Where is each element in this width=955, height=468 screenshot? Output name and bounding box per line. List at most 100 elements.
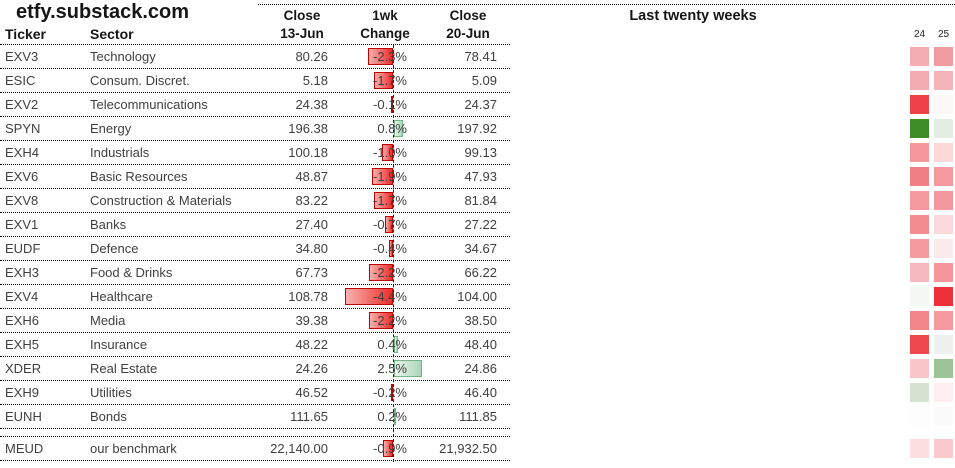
week24-heat-cell	[910, 239, 929, 258]
sector-cell: Utilities	[90, 385, 132, 400]
week25-heat-cell	[934, 119, 953, 138]
week24-heat-cell	[910, 383, 929, 402]
zero-axis-line	[393, 45, 394, 462]
ticker-cell: EUNH	[5, 409, 42, 424]
change-data-bar	[345, 288, 393, 305]
sector-cell: Banks	[90, 217, 127, 232]
week24-heat-cell	[910, 191, 929, 210]
change-data-bar	[394, 336, 398, 353]
change-cell: 0.2%	[377, 409, 407, 424]
close-13jun-cell: 39.38	[295, 313, 328, 328]
table-row: EUNH Bonds 111.65 0.2% 111.85	[0, 405, 955, 429]
row-divider	[0, 92, 510, 93]
table-row: EXV3 Technology 80.26 -2.3% 78.41	[0, 45, 955, 69]
week25-heat-cell	[934, 95, 953, 114]
close-13jun-cell: 34.80	[295, 241, 328, 256]
ticker-cell: XDER	[5, 361, 42, 376]
column-header-1wk-change: 1wk Change	[345, 7, 425, 43]
week25-heat-cell	[934, 287, 953, 306]
close-13jun-cell: 100.18	[288, 145, 328, 160]
close-20jun-cell: 47.93	[464, 169, 497, 184]
change-cell: -0.7%	[373, 217, 407, 232]
change-data-bar	[391, 96, 393, 113]
change-data-bar	[389, 240, 393, 257]
row-divider	[0, 380, 510, 381]
row-divider	[0, 356, 510, 357]
sector-cell: Healthcare	[90, 289, 153, 304]
table-body: EXV3 Technology 80.26 -2.3% 78.41 ESIC Consum.…	[0, 45, 955, 461]
week25-heat-cell	[934, 335, 953, 354]
change-cell: 0.4%	[377, 337, 407, 352]
table-row: EXH5 Insurance 48.22 0.4% 48.40	[0, 333, 955, 357]
ticker-cell: ESIC	[5, 73, 36, 88]
column-header-close-20jun: Close 20-Jun	[428, 7, 508, 43]
week24-heat-cell	[910, 71, 929, 90]
table-row: EUDF Defence 34.80 -0.4% 34.67	[0, 237, 955, 261]
sector-cell: Construction & Materials	[90, 193, 232, 208]
change-data-bar	[369, 264, 393, 281]
ticker-cell: EXV6	[5, 169, 39, 184]
ticker-cell: EXV8	[5, 193, 39, 208]
week25-heat-cell	[934, 71, 953, 90]
close-20jun-cell: 38.50	[464, 313, 497, 328]
row-divider	[0, 308, 510, 309]
close-20jun-cell: 46.40	[464, 385, 497, 400]
sector-cell: Energy	[90, 121, 132, 136]
sector-cell: our benchmark	[90, 441, 177, 456]
row-divider	[0, 260, 510, 261]
table-row: EXH9 Utilities 46.52 -0.2% 46.40	[0, 381, 955, 405]
sector-cell: Consum. Discret.	[90, 73, 190, 88]
change-cell: 0.8%	[377, 121, 407, 136]
change-data-bar	[374, 192, 393, 209]
change-cell: -0.2%	[373, 385, 407, 400]
close-13jun-cell: 108.78	[288, 289, 328, 304]
sector-cell: Media	[90, 313, 126, 328]
sector-cell: Basic Resources	[90, 169, 188, 184]
week25-heat-cell	[934, 439, 953, 458]
close-13jun-cell: 48.87	[295, 169, 328, 184]
close-20jun-cell: 81.84	[464, 193, 497, 208]
row-divider	[0, 404, 510, 405]
row-divider	[0, 188, 510, 189]
heatmap-title: Last twenty weeks	[629, 8, 757, 24]
week24-heat-cell	[910, 287, 929, 306]
week24-heat-cell	[910, 407, 929, 426]
ticker-cell: EXV3	[5, 49, 39, 64]
close-20jun-cell: 24.86	[464, 361, 497, 376]
table-row: SPYN Energy 196.38 0.8% 197.92	[0, 117, 955, 141]
top-divider	[258, 4, 955, 5]
ticker-cell: MEUD	[5, 441, 44, 456]
row-divider	[0, 68, 510, 69]
change-data-bar	[394, 408, 396, 425]
column-header-close-20jun-line1: Close	[449, 8, 487, 23]
column-header-ticker: Ticker	[5, 26, 46, 42]
column-header-close-13jun-line1: Close	[283, 8, 321, 23]
week25-heat-cell	[934, 167, 953, 186]
table-row: XDER Real Estate 24.26 2.5% 24.86	[0, 357, 955, 381]
table-row: EXV8 Construction & Materials 83.22 -1.7% 81…	[0, 189, 955, 213]
row-divider	[0, 140, 510, 141]
week25-heat-cell	[934, 383, 953, 402]
close-20jun-cell: 34.67	[464, 241, 497, 256]
site-title: etfy.substack.com	[16, 1, 190, 23]
row-divider	[0, 284, 510, 285]
change-data-bar	[368, 48, 393, 65]
change-cell: -4.4%	[373, 289, 407, 304]
change-cell: -1.0%	[373, 145, 407, 160]
table-row: EXH3 Food & Drinks 67.73 -2.2% 66.22	[0, 261, 955, 285]
week25-heat-cell	[934, 47, 953, 66]
week24-heat-cell	[910, 167, 929, 186]
change-data-bar	[394, 360, 422, 377]
column-header-1wk-change-line1: 1wk	[372, 8, 398, 23]
close-13jun-cell: 80.26	[295, 49, 328, 64]
change-cell: -2.2%	[373, 313, 407, 328]
close-20jun-cell: 27.22	[464, 217, 497, 232]
table-row: EXV2 Telecommunications 24.38 -0.1% 24.37	[0, 93, 955, 117]
week25-heat-cell	[934, 407, 953, 426]
close-13jun-cell: 24.38	[295, 97, 328, 112]
change-cell: -0.9%	[373, 441, 407, 456]
ticker-cell: EXH5	[5, 337, 39, 352]
close-13jun-cell: 196.38	[288, 121, 328, 136]
sector-cell: Bonds	[90, 409, 127, 424]
